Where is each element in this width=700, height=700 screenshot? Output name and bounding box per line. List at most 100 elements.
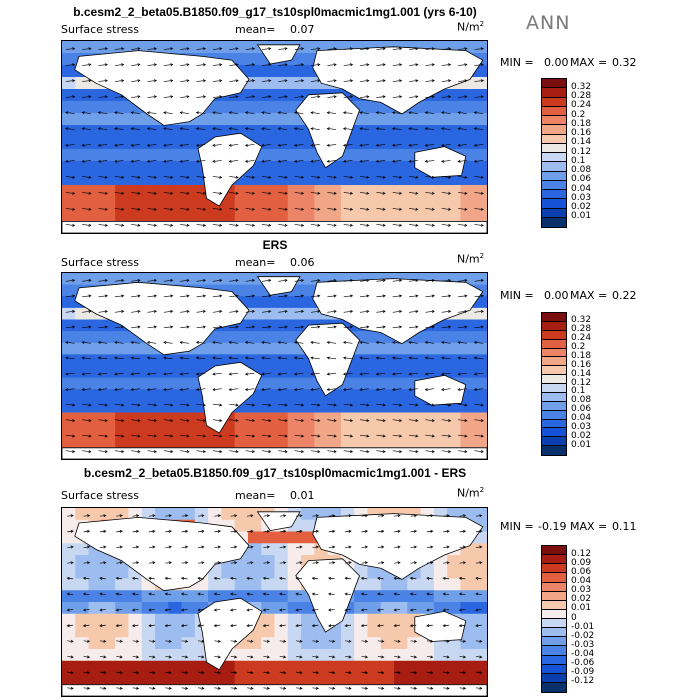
panel2-field-cell bbox=[367, 366, 382, 379]
panel1-stress-arrow bbox=[180, 223, 190, 227]
panel3-stress-arrow bbox=[426, 686, 434, 690]
panel3-field-cell bbox=[447, 660, 462, 674]
panel2-stress-arrow bbox=[98, 278, 108, 282]
panel2-stress-arrow bbox=[163, 403, 174, 407]
panel1-stress-arrow bbox=[474, 223, 484, 227]
panel1-field-cell bbox=[221, 209, 236, 222]
panel1-field-cell bbox=[62, 197, 76, 210]
panel2-stress-arrow bbox=[376, 419, 386, 423]
panel3-field-cell bbox=[274, 543, 289, 556]
panel1-stress-arrow bbox=[65, 175, 76, 179]
panel2-field-cell bbox=[101, 389, 116, 402]
panel3-stress-arrow bbox=[197, 576, 204, 580]
panel3-stress-arrow bbox=[230, 624, 237, 628]
panel2-max-value: 0.22 bbox=[612, 289, 637, 302]
panel1-stress-arrow bbox=[261, 143, 271, 147]
panel1-field-cell bbox=[128, 197, 143, 210]
panel2-field-cell bbox=[420, 342, 435, 355]
panel3-field-cell bbox=[115, 637, 130, 650]
panel3-stress-arrow bbox=[328, 514, 336, 518]
panel1-landmass bbox=[256, 44, 301, 65]
panel3-stress-arrow bbox=[443, 686, 450, 690]
panel2-field-cell bbox=[354, 354, 369, 367]
panel1-stress-arrow bbox=[147, 191, 157, 195]
panel3-stress-arrow bbox=[377, 576, 384, 580]
panel3-landmass bbox=[197, 597, 263, 671]
panel3-field-cell bbox=[194, 590, 209, 603]
panel2-stress-arrow bbox=[457, 388, 467, 392]
panel1-stress-arrow bbox=[376, 63, 386, 67]
panel2-stress-arrow bbox=[473, 388, 484, 392]
panel3-stress-arrow bbox=[263, 639, 270, 643]
panel1-field-cell bbox=[447, 197, 462, 210]
panel1-stress-arrow bbox=[212, 95, 223, 99]
panel2-field-cell bbox=[181, 400, 196, 414]
panel2-field-cell bbox=[287, 400, 302, 414]
panel1-stress-arrow bbox=[261, 95, 272, 99]
panel2-stress-arrow bbox=[425, 325, 435, 329]
panel2-field-cell bbox=[115, 412, 130, 425]
panel1-stress-arrow bbox=[278, 175, 288, 179]
panel1-stress-arrow bbox=[244, 127, 255, 131]
panel1-field-cell bbox=[367, 149, 382, 162]
panel2-field-cell bbox=[247, 354, 262, 367]
panel3-field-cell bbox=[88, 508, 103, 521]
panel3-field-cell bbox=[181, 649, 196, 662]
panel2-stress-arrow bbox=[342, 356, 353, 360]
panel2-stress-arrow bbox=[163, 434, 174, 438]
panel3-field-cell bbox=[208, 590, 222, 603]
panel2-field-cell bbox=[101, 331, 116, 344]
panel1-field-cell bbox=[301, 209, 315, 222]
panel2-landmass bbox=[312, 278, 484, 345]
panel2-stress-arrow bbox=[425, 278, 435, 282]
panel3-stress-arrow bbox=[164, 576, 172, 580]
panel1-field-cell bbox=[473, 173, 487, 186]
panel1-field-cell bbox=[407, 137, 422, 150]
panel3-stress-arrow bbox=[459, 514, 467, 518]
panel1-stress-arrow bbox=[163, 47, 174, 51]
panel1-colorbar-tick: 0.2 bbox=[571, 109, 586, 120]
panel3-stress-arrow bbox=[181, 686, 189, 690]
panel1-field-cell bbox=[247, 209, 262, 222]
panel2-stress-arrow bbox=[392, 356, 402, 360]
panel2-stress-arrow bbox=[425, 309, 435, 313]
panel1-field-cell bbox=[354, 173, 369, 186]
panel1-field-cell bbox=[247, 173, 262, 186]
panel1-stress-arrow bbox=[409, 207, 419, 211]
panel3-stress-arrow bbox=[296, 686, 303, 690]
panel3-stress-arrow bbox=[247, 529, 254, 533]
panel1-stress-arrow bbox=[244, 143, 255, 147]
panel2-field-cell bbox=[62, 435, 76, 448]
panel1-stress-arrow bbox=[277, 159, 288, 163]
panel2-field-cell bbox=[247, 412, 262, 425]
panel1-stress-arrow bbox=[261, 63, 272, 67]
panel1-stress-arrow bbox=[163, 95, 174, 99]
panel2-stress-arrow bbox=[147, 419, 157, 423]
panel1-field-cell bbox=[168, 125, 183, 138]
panel2-field-cell bbox=[287, 377, 302, 390]
panel3-stress-arrow bbox=[328, 529, 336, 533]
panel1-field-cell bbox=[88, 101, 103, 114]
panel2-field-cell bbox=[181, 435, 196, 448]
panel3-stress-arrow bbox=[230, 529, 238, 533]
panel3-stress-arrow bbox=[328, 686, 336, 690]
panel3-stress-arrow bbox=[328, 639, 336, 643]
panel1-field-cell bbox=[380, 137, 395, 150]
panel1-landmass bbox=[295, 92, 360, 169]
panel1-field-cell bbox=[75, 101, 90, 114]
panel3-field-cell bbox=[247, 531, 262, 544]
panel3-stress-arrow bbox=[312, 561, 319, 565]
panel2-field-cell bbox=[128, 354, 143, 367]
panel1-field-cell bbox=[287, 149, 302, 162]
panel3-stress-arrow bbox=[475, 608, 482, 612]
panel2-colorbar-tick: 0.18 bbox=[571, 350, 592, 361]
panel2-stress-arrow bbox=[392, 450, 403, 454]
panel3-stress-arrow bbox=[197, 671, 205, 675]
panel2-stress-arrow bbox=[327, 450, 337, 454]
panel2-field-cell bbox=[274, 331, 289, 344]
panel1-field-cell bbox=[88, 185, 103, 198]
panel1-stress-arrow bbox=[180, 47, 190, 51]
panel2-field-cell bbox=[274, 435, 289, 448]
panel3-field-cell bbox=[367, 660, 382, 674]
panel1-stress-arrow bbox=[163, 79, 174, 83]
